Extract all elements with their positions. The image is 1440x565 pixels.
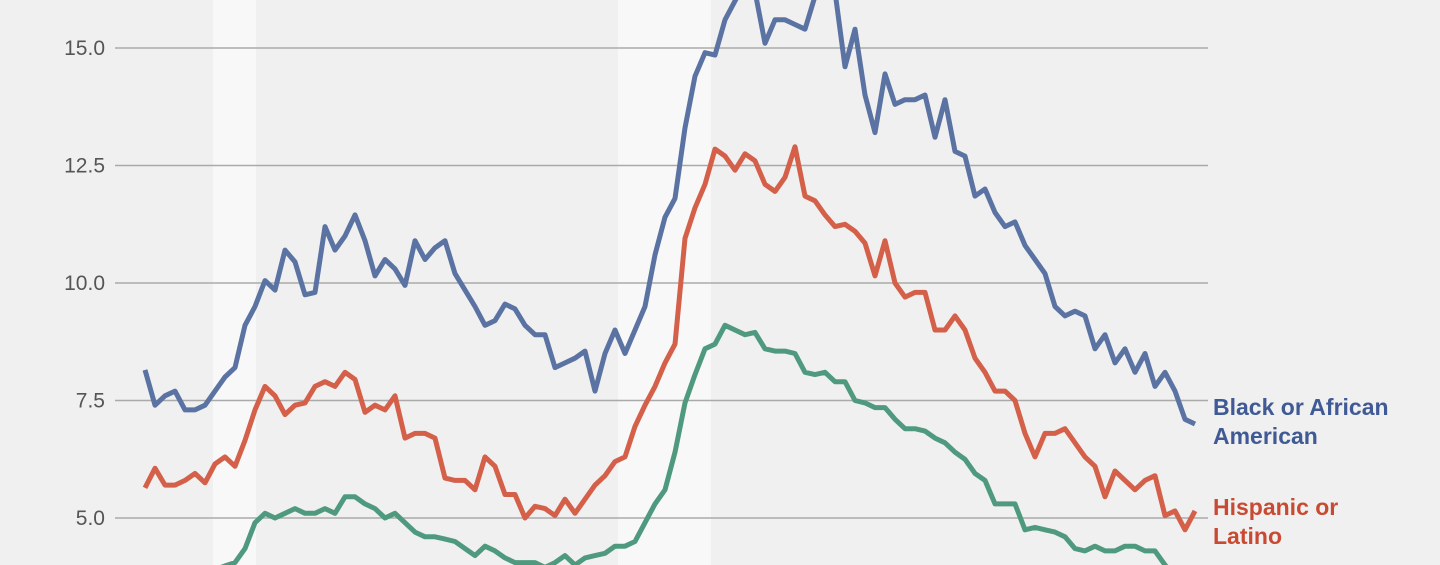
series-line-1 (142, 144, 1198, 533)
label-hispanic: Hispanic or Latino (1213, 494, 1345, 549)
y-tick-label: 5.0 (76, 507, 105, 530)
label-black: Black or African American (1213, 394, 1395, 449)
series-line-0 (142, 0, 1197, 427)
y-tick-label: 15.0 (64, 37, 105, 60)
label-black-line1: Black or African (1213, 394, 1389, 420)
label-hispanic-line2: Latino (1213, 523, 1282, 549)
series-lines (142, 0, 1198, 565)
label-hispanic-line1: Hispanic or (1213, 494, 1338, 520)
y-tick-label: 7.5 (76, 390, 105, 413)
y-tick-label: 10.0 (64, 272, 105, 295)
label-black-line2: American (1213, 423, 1318, 449)
y-tick-label: 12.5 (64, 155, 105, 178)
gridlines (115, 47, 1208, 519)
y-axis-ticks: 5.0 7.5 10.0 12.5 15.0 (64, 37, 105, 530)
series-line-2 (220, 322, 1169, 565)
series-labels: Black or African American Hispanic or La… (1213, 394, 1395, 549)
